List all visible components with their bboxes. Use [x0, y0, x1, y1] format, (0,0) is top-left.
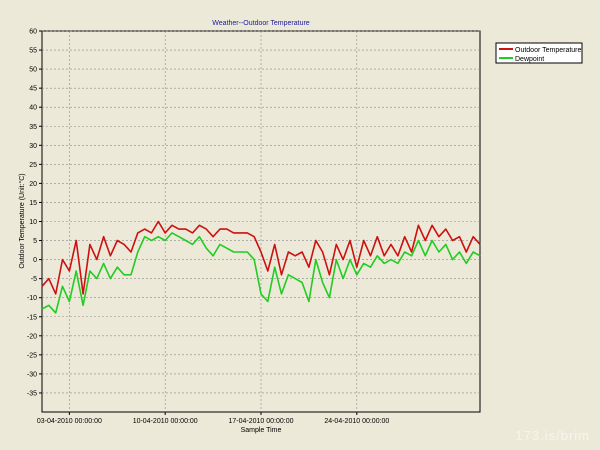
- y-tick-label: 55: [29, 48, 37, 55]
- y-tick-label: 35: [29, 124, 37, 131]
- y-tick-label: 60: [29, 29, 37, 36]
- chart-title: Weather--Outdoor Temperature: [212, 20, 310, 27]
- y-axis-label: Outdoor Temperature (Unit:°C): [18, 173, 26, 268]
- x-tick-label: 24-04-2010 00:00:00: [324, 418, 389, 425]
- series-lines: [41, 220, 481, 314]
- legend-box: [495, 42, 583, 64]
- y-tick-label: 25: [29, 162, 37, 169]
- y-tick-label: 20: [29, 181, 37, 188]
- y-tick-label: -30: [27, 371, 37, 378]
- y-tick-label: 10: [29, 219, 37, 226]
- y-tick-label: 45: [29, 86, 37, 93]
- x-axis-ticks: 03-04-2010 00:00:00 10-04-2010 00:00:00 17…: [37, 412, 389, 425]
- y-tick-label: -10: [27, 295, 37, 302]
- y-tick-label: 40: [29, 105, 37, 112]
- x-tick-label: 10-04-2010 00:00:00: [133, 418, 198, 425]
- y-tick-label: 15: [29, 200, 37, 207]
- y-tick-label: 5: [33, 238, 37, 245]
- legend-label-dewpoint: Dewpoint: [515, 56, 544, 63]
- y-tick-label: -15: [27, 314, 37, 321]
- y-tick-label: -35: [27, 390, 37, 397]
- series-line-outdoor-temperature: [41, 220, 481, 295]
- y-tick-label: 0: [33, 257, 37, 264]
- y-tick-label: -25: [27, 352, 37, 359]
- x-axis-label: Sample Time: [241, 427, 282, 434]
- x-tick-label: 17-04-2010 00:00:00: [229, 418, 294, 425]
- legend-label-outdoor-temperature: Outdoor Temperature: [515, 47, 582, 54]
- y-axis-ticks: -35 -30 -25 -20 -15 -10 -5 0 5 10 15 20 25 30 35 40 45 50…: [27, 29, 42, 397]
- x-tick-label: 03-04-2010 00:00:00: [37, 418, 102, 425]
- series-line-dewpoint: [41, 232, 481, 314]
- legend: Outdoor Temperature Dewpoint: [495, 42, 583, 64]
- y-tick-label: 50: [29, 67, 37, 74]
- y-tick-label: -5: [31, 276, 37, 283]
- watermark-text: 173.is/brim: [515, 428, 590, 443]
- y-tick-label: -20: [27, 333, 37, 340]
- y-tick-label: 30: [29, 143, 37, 150]
